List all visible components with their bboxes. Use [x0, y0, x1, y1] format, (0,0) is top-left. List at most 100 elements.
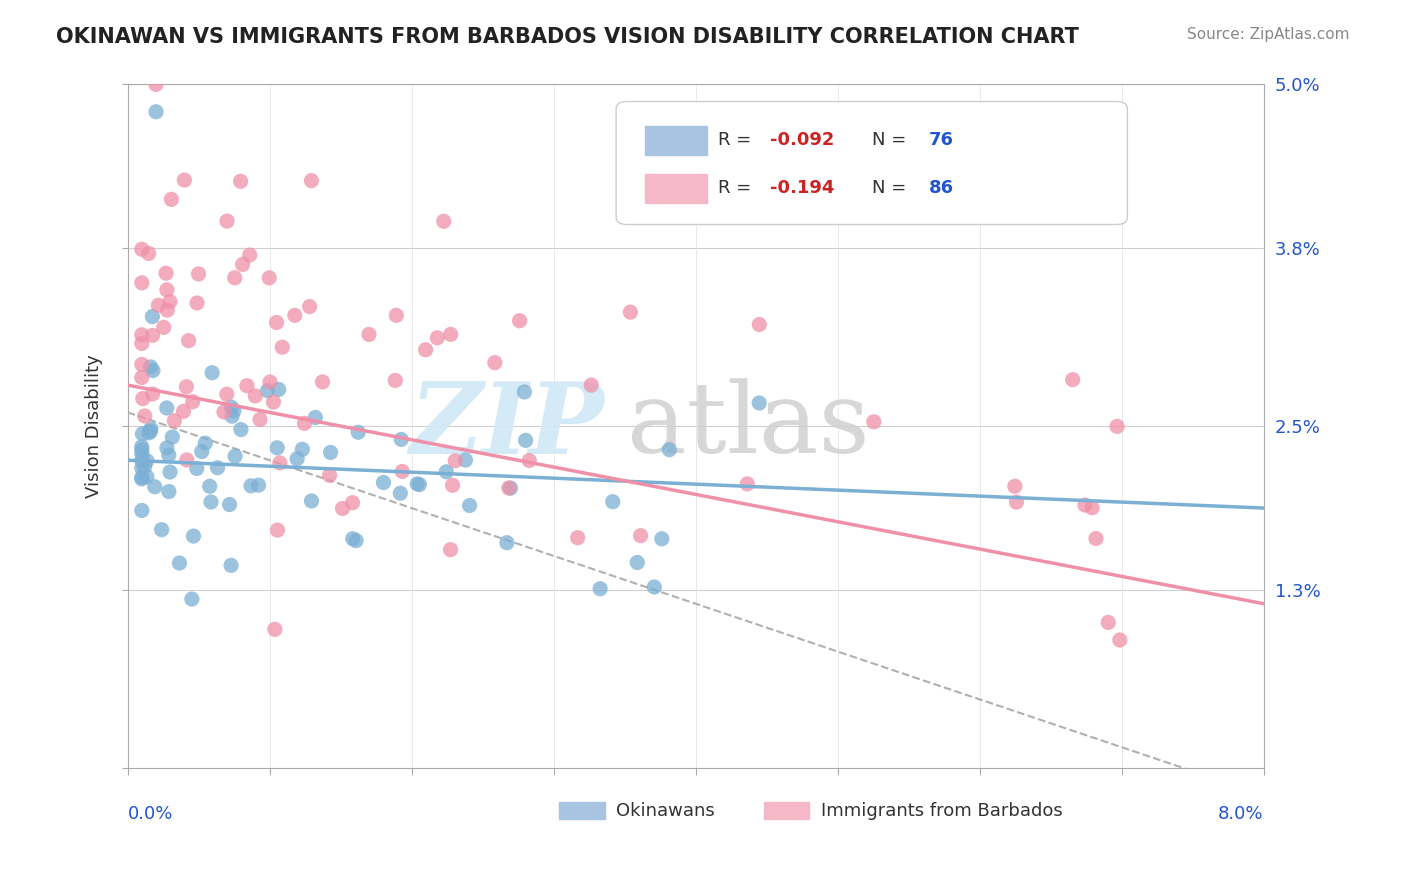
Point [156, 441, 179, 455]
Point [515, 434, 537, 448]
Point [201, 366, 224, 380]
Text: OKINAWAN VS IMMIGRANTS FROM BARBADOS VISION DISABILITY CORRELATION CHART: OKINAWAN VS IMMIGRANTS FROM BARBADOS VIS… [56, 27, 1080, 46]
Point [169, 556, 191, 570]
Point [141, 387, 163, 401]
Point [256, 384, 278, 398]
Point [249, 412, 271, 426]
Text: ZIP: ZIP [409, 378, 605, 475]
Point [229, 423, 252, 437]
Point [311, 375, 333, 389]
Point [373, 475, 395, 490]
Point [141, 310, 163, 324]
Point [134, 409, 156, 423]
Point [426, 331, 449, 345]
Point [224, 449, 246, 463]
Point [384, 374, 406, 388]
Point [157, 484, 180, 499]
Point [131, 370, 153, 384]
Point [181, 394, 204, 409]
Point [131, 336, 153, 351]
Point [150, 523, 173, 537]
Point [270, 50, 292, 64]
Point [221, 409, 243, 424]
Point [131, 453, 153, 467]
Point [232, 257, 254, 271]
Point [344, 533, 367, 548]
Point [142, 363, 165, 377]
Point [247, 478, 270, 492]
Text: R =: R = [718, 179, 758, 197]
Point [218, 498, 240, 512]
Point [152, 320, 174, 334]
Point [658, 442, 681, 457]
Text: N =: N = [872, 131, 911, 150]
Point [298, 300, 321, 314]
Bar [644, 174, 707, 202]
Text: -0.092: -0.092 [769, 131, 834, 150]
Point [1085, 532, 1108, 546]
Point [186, 461, 208, 475]
Point [285, 451, 308, 466]
Point [219, 558, 242, 573]
Point [139, 422, 162, 436]
Point [187, 267, 209, 281]
Point [284, 308, 307, 322]
Point [245, 389, 267, 403]
Point [434, 465, 457, 479]
Point [135, 453, 157, 467]
Point [236, 378, 259, 392]
Point [173, 173, 195, 187]
Point [215, 387, 238, 401]
Point [131, 276, 153, 290]
Point [139, 424, 162, 438]
Point [131, 242, 153, 256]
Point [198, 479, 221, 493]
Point [221, 400, 243, 414]
Point [389, 486, 412, 500]
Point [1004, 479, 1026, 493]
Point [177, 334, 200, 348]
Point [131, 440, 153, 454]
Point [496, 535, 519, 549]
Point [257, 270, 280, 285]
Point [499, 481, 522, 495]
Point [155, 266, 177, 280]
Text: atlas: atlas [627, 378, 870, 474]
Point [567, 531, 589, 545]
Point [183, 529, 205, 543]
Point [143, 480, 166, 494]
Point [1108, 633, 1130, 648]
Point [138, 425, 160, 440]
Point [222, 404, 245, 418]
Point [444, 454, 467, 468]
Point [735, 476, 758, 491]
Text: Source: ZipAtlas.com: Source: ZipAtlas.com [1187, 27, 1350, 42]
Point [651, 532, 673, 546]
Point [212, 405, 235, 419]
Point [391, 465, 413, 479]
Point [581, 378, 603, 392]
Point [439, 542, 461, 557]
Point [602, 494, 624, 508]
Point [433, 214, 456, 228]
Point [180, 592, 202, 607]
Point [145, 104, 167, 119]
Point [1097, 615, 1119, 630]
FancyBboxPatch shape [616, 102, 1128, 225]
Point [173, 404, 195, 418]
Text: R =: R = [718, 131, 758, 150]
Point [619, 305, 641, 319]
Point [342, 496, 364, 510]
Point [139, 359, 162, 374]
Text: Immigrants from Barbados: Immigrants from Barbados [821, 802, 1063, 820]
Point [630, 528, 652, 542]
Point [266, 523, 288, 537]
Point [259, 375, 281, 389]
Point [301, 174, 323, 188]
Point [415, 343, 437, 357]
Point [748, 396, 770, 410]
Point [186, 296, 208, 310]
Point [229, 174, 252, 188]
Point [131, 503, 153, 517]
Point [347, 425, 370, 440]
